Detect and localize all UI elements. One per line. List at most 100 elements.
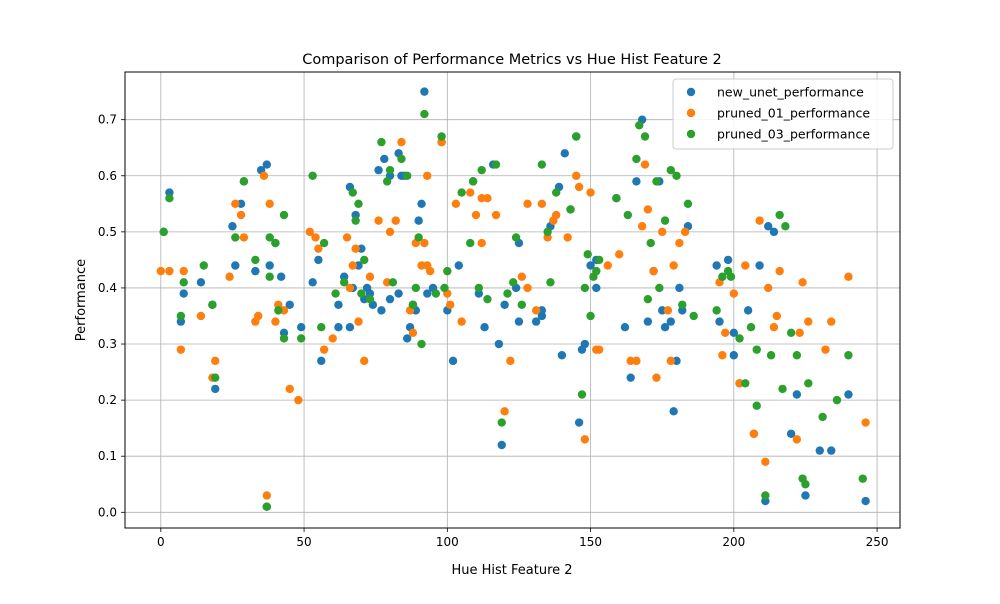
scatter-point — [345, 323, 355, 332]
legend-marker — [686, 108, 696, 118]
scatter-point — [308, 278, 317, 287]
scatter-point — [491, 210, 501, 220]
y-tick-label: 0.6 — [98, 169, 117, 183]
scatter-point — [377, 137, 386, 147]
scatter-point — [328, 334, 337, 343]
scatter-point — [804, 317, 813, 326]
scatter-point — [626, 373, 635, 382]
scatter-point — [741, 379, 750, 388]
scatter-point — [431, 289, 441, 298]
scatter-point — [729, 289, 739, 298]
scatter-point — [477, 238, 486, 248]
points-layer — [156, 87, 870, 511]
scatter-point — [179, 289, 188, 298]
scatter-point — [457, 317, 466, 326]
scatter-point — [380, 154, 389, 164]
scatter-point — [764, 222, 773, 231]
scatter-point — [643, 205, 653, 214]
scatter-point — [196, 278, 206, 287]
scatter-point — [357, 289, 366, 298]
scatter-point — [775, 210, 784, 220]
scatter-point — [339, 278, 349, 287]
scatter-point — [741, 261, 750, 270]
scatter-point — [752, 345, 761, 354]
scatter-point — [523, 199, 532, 209]
scatter-point — [457, 188, 466, 197]
scatter-point — [537, 199, 547, 209]
scatter-point — [440, 283, 449, 293]
scatter-point — [646, 238, 655, 248]
scatter-point — [669, 407, 678, 416]
scatter-point — [448, 356, 458, 366]
scatter-point — [755, 216, 764, 225]
scatter-point — [586, 188, 595, 197]
scatter-point — [772, 311, 782, 321]
scatter-point — [385, 294, 395, 304]
scatter-point — [761, 457, 770, 467]
scatter-point — [271, 317, 280, 326]
scatter-point — [580, 283, 590, 293]
scatter-point — [348, 261, 357, 270]
scatter-point — [345, 283, 355, 293]
scatter-point — [176, 345, 186, 354]
scatter-point — [477, 165, 486, 175]
scatter-point — [408, 300, 418, 309]
scatter-point — [743, 306, 753, 315]
scatter-point — [637, 222, 647, 231]
scatter-point — [652, 373, 661, 382]
scatter-point — [403, 171, 412, 180]
scatter-point — [620, 323, 630, 332]
scatter-point — [594, 255, 604, 265]
scatter-point — [239, 233, 249, 242]
scatter-point — [844, 390, 853, 399]
scatter-point — [675, 238, 684, 248]
scatter-point — [583, 250, 592, 259]
legend: new_unet_performance pruned_01_performanc… — [672, 78, 894, 150]
legend-marker — [686, 87, 696, 97]
scatter-point — [259, 171, 269, 180]
scatter-point — [678, 300, 687, 309]
scatter-point — [377, 306, 386, 315]
scatter-point — [531, 306, 541, 315]
scatter-point — [423, 289, 432, 298]
scatter-point — [804, 379, 813, 388]
scatter-point — [749, 429, 759, 438]
series-pruned_01_performance — [156, 137, 870, 500]
scatter-point — [271, 238, 280, 248]
scatter-point — [729, 351, 739, 360]
scatter-point — [580, 435, 590, 444]
scatter-point — [517, 272, 527, 281]
scatter-point — [566, 205, 575, 214]
scatter-point — [592, 283, 601, 293]
scatter-point — [666, 356, 675, 366]
scatter-point — [551, 210, 561, 220]
scatter-point — [723, 255, 733, 265]
scatter-point — [861, 418, 870, 427]
scatter-point — [769, 323, 779, 332]
scatter-point — [417, 339, 426, 349]
scatter-point — [592, 266, 601, 276]
scatter-point — [577, 390, 587, 399]
scatter-point — [663, 306, 673, 315]
scatter-point — [506, 356, 515, 366]
scatter-point — [660, 216, 670, 225]
scatter-point — [649, 266, 658, 276]
legend-box — [672, 78, 894, 150]
scatter-point — [821, 345, 830, 354]
series-pruned_03_performance — [159, 109, 867, 511]
scatter-point — [360, 255, 369, 265]
scatter-point — [858, 474, 867, 483]
scatter-point — [385, 165, 395, 175]
scatter-point — [199, 261, 208, 270]
scatter-point — [523, 283, 532, 293]
scatter-point — [351, 216, 360, 225]
scatter-point — [640, 132, 650, 141]
scatter-point — [265, 233, 274, 242]
scatter-point — [285, 300, 294, 309]
scatter-point — [334, 323, 343, 332]
scatter-point — [262, 491, 272, 500]
y-tick-label: 0.0 — [98, 505, 117, 519]
scatter-point — [466, 188, 475, 197]
scatter-point — [775, 266, 784, 276]
scatter-point — [795, 328, 804, 338]
